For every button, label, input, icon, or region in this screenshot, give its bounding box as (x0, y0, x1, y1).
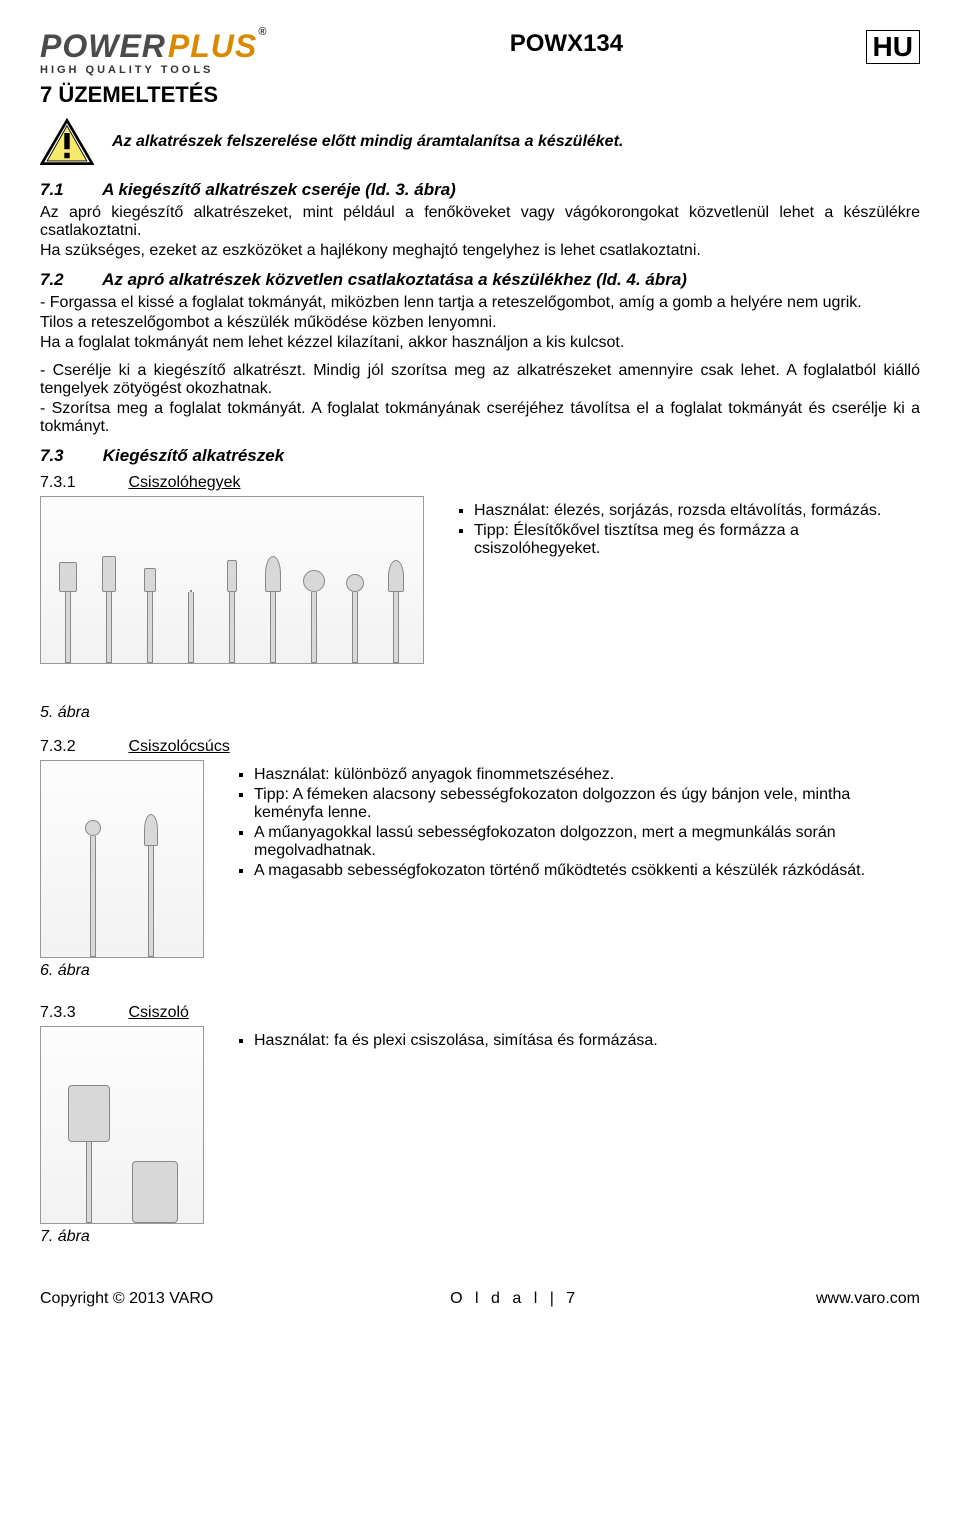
subsub-num: 7.3.3 (40, 1004, 124, 1022)
warning-row: Az alkatrészek felszerelése előtt mindig… (40, 118, 920, 166)
subsection-7-1-heading: 7.1 A kiegészítő alkatrészek cseréje (ld… (40, 180, 920, 200)
list-item: Használat: fa és plexi csiszolása, simít… (254, 1032, 658, 1050)
subsub-num: 7.3.1 (40, 474, 124, 492)
body-text: Az apró kiegészítő alkatrészeket, mint p… (40, 204, 920, 240)
figure-label: 6. ábra (40, 962, 204, 980)
page-header: POWER PLUS ® HIGH QUALITY TOOLS POWX134 … (40, 30, 920, 76)
list-item: Használat: élezés, sorjázás, rozsda eltá… (474, 502, 920, 520)
logo-plus: PLUS (168, 30, 257, 62)
figure-label: 5. ábra (40, 704, 920, 722)
subsection-7-2-heading: 7.2 Az apró alkatrészek közvetlen csatla… (40, 270, 920, 290)
body-text: Ha a foglalat tokmányát nem lehet kézzel… (40, 334, 920, 352)
list-item: Használat: különböző anyagok finommetszé… (254, 766, 920, 784)
body-text: Tilos a reteszelőgombot a készülék működ… (40, 314, 920, 332)
subsection-title: A kiegészítő alkatrészek cseréje (ld. 3.… (102, 180, 456, 199)
footer-copyright: Copyright © 2013 VARO (40, 1290, 213, 1308)
figure-5-image (40, 496, 424, 664)
logo-reg: ® (258, 27, 267, 38)
subsection-title: Kiegészítő alkatrészek (103, 446, 284, 465)
logo-power: POWER (40, 30, 166, 62)
footer-page: O l d a l | 7 (450, 1290, 579, 1308)
subsubsection-7-3-1-heading: 7.3.1 Csiszolóhegyek (40, 474, 920, 492)
list-item: Tipp: Élesítőkővel tisztítsa meg és form… (474, 522, 920, 558)
subsection-num: 7.2 (40, 270, 98, 290)
footer-url: www.varo.com (816, 1290, 920, 1308)
warning-icon (40, 118, 94, 166)
list-item: A műanyagokkal lassú sebességfokozaton d… (254, 824, 920, 860)
subsection-num: 7.3 (40, 446, 98, 466)
subsection-7-3-heading: 7.3 Kiegészítő alkatrészek (40, 446, 920, 466)
subsubsection-7-3-3-heading: 7.3.3 Csiszoló (40, 1004, 920, 1022)
bullet-list: Használat: élezés, sorjázás, rozsda eltá… (452, 500, 920, 560)
model-number: POWX134 (267, 30, 865, 58)
figure-label: 7. ábra (40, 1228, 204, 1246)
subsubsection-7-3-2-heading: 7.3.2 Csiszolócsúcs (40, 738, 920, 756)
list-item: A magasabb sebességfokozaton történő műk… (254, 862, 920, 880)
body-text: - Forgassa el kissé a foglalat tokmányát… (40, 294, 920, 312)
page-footer: Copyright © 2013 VARO O l d a l | 7 www.… (40, 1290, 920, 1308)
logo: POWER PLUS ® HIGH QUALITY TOOLS (40, 30, 267, 76)
subsection-title: Az apró alkatrészek közvetlen csatlakozt… (102, 270, 687, 289)
subsub-title: Csiszoló (128, 1004, 188, 1021)
body-text: Ha szükséges, ezeket az eszközöket a haj… (40, 242, 920, 260)
figure-6-image (40, 760, 204, 958)
language-badge: HU (866, 30, 920, 64)
bullet-list: Használat: különböző anyagok finommetszé… (232, 764, 920, 882)
body-text: - Szorítsa meg a foglalat tokmányát. A f… (40, 400, 920, 436)
subsub-title: Csiszolócsúcs (128, 738, 229, 755)
bullet-list: Használat: fa és plexi csiszolása, simít… (232, 1030, 658, 1052)
section-7-title: 7 ÜZEMELTETÉS (40, 82, 920, 108)
subsub-title: Csiszolóhegyek (128, 474, 240, 491)
subsub-num: 7.3.2 (40, 738, 124, 756)
list-item: Tipp: A fémeken alacsony sebességfokozat… (254, 786, 920, 822)
body-text: - Cserélje ki a kiegészítő alkatrészt. M… (40, 362, 920, 398)
subsection-num: 7.1 (40, 180, 98, 200)
figure-7-image (40, 1026, 204, 1224)
warning-text: Az alkatrészek felszerelése előtt mindig… (112, 133, 623, 151)
logo-subtitle: HIGH QUALITY TOOLS (40, 64, 267, 76)
